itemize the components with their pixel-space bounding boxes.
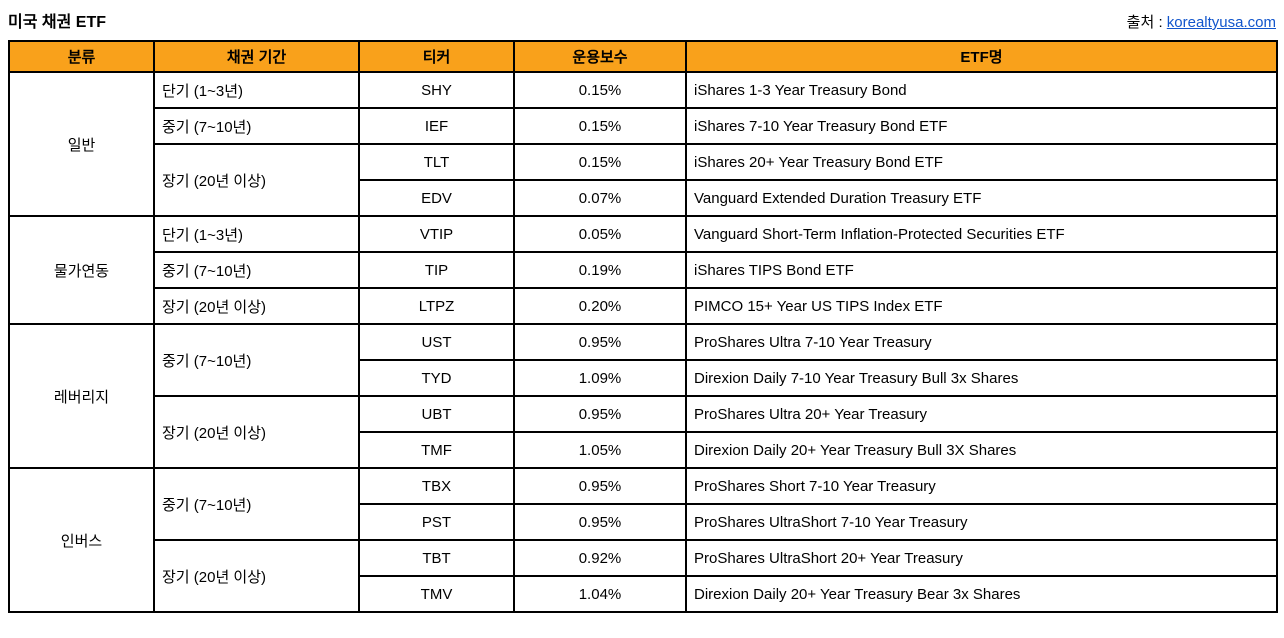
table-row: 인버스 중기 (7~10년) TBX 0.95% ProShares Short… [8,467,1278,613]
topbar: 미국 채권 ETF 출처 : korealtyusa.com [8,8,1276,32]
etf-name-cell: Direxion Daily 20+ Year Treasury Bull 3X… [685,431,1278,469]
ticker-cell: TBX [358,467,515,505]
table-row: 레버리지 중기 (7~10년) UST 0.95% ProShares Ultr… [8,323,1278,469]
table-row: 중기 (7~10년) IEF 0.15% iShares 7-10 Year T… [9,107,1278,145]
etf-name-cell: ProShares UltraShort 7-10 Year Treasury [685,503,1278,541]
fee-cell: 0.95% [513,467,687,505]
fee-cell: 0.95% [513,323,687,361]
period-cell: 중기 (7~10년) [153,107,360,145]
table-row: TYD 1.09% Direxion Daily 7-10 Year Treas… [9,359,1278,397]
period-cell: 장기 (20년 이상) [153,539,360,613]
ticker-cell: LTPZ [358,287,515,325]
ticker-cell: TBT [358,539,515,577]
fee-cell: 0.15% [513,107,687,145]
fee-cell: 0.95% [513,503,687,541]
period-cell: 장기 (20년 이상) [153,395,360,469]
table-row: PST 0.95% ProShares UltraShort 7-10 Year… [9,503,1278,541]
ticker-cell: VTIP [358,215,515,253]
category-cell: 물가연동 [8,215,155,325]
col-header-period: 채권 기간 [153,40,360,73]
ticker-cell: PST [358,503,515,541]
col-header-ticker: 티커 [358,40,515,73]
etf-name-cell: iShares 7-10 Year Treasury Bond ETF [685,107,1278,145]
etf-name-cell: iShares 1-3 Year Treasury Bond [685,71,1278,109]
table-row: TMF 1.05% Direxion Daily 20+ Year Treasu… [9,431,1278,469]
etf-name-cell: iShares TIPS Bond ETF [685,251,1278,289]
col-header-etf-name: ETF명 [685,40,1278,73]
col-header-category: 분류 [8,40,155,73]
period-cell: 중기 (7~10년) [153,467,360,541]
fee-cell: 1.05% [513,431,687,469]
page-title: 미국 채권 ETF [8,14,106,31]
etf-name-cell: PIMCO 15+ Year US TIPS Index ETF [685,287,1278,325]
fee-cell: 1.04% [513,575,687,613]
etf-name-cell: Direxion Daily 20+ Year Treasury Bear 3x… [685,575,1278,613]
etf-table: 분류 채권 기간 티커 운용보수 ETF명 일반 단기 (1~3년) SHY 0… [8,40,1278,613]
table-row: TMV 1.04% Direxion Daily 20+ Year Treasu… [9,575,1278,613]
ticker-cell: SHY [358,71,515,109]
ticker-cell: TMF [358,431,515,469]
ticker-cell: IEF [358,107,515,145]
table-row: 장기 (20년 이상) UBT 0.95% ProShares Ultra 20… [9,395,1278,469]
category-cell: 일반 [8,71,155,217]
period-cell: 중기 (7~10년) [153,323,360,397]
period-cell: 장기 (20년 이상) [153,287,360,325]
category-cell: 레버리지 [8,323,155,469]
etf-name-cell: Vanguard Short-Term Inflation-Protected … [685,215,1278,253]
table-row: 일반 단기 (1~3년) SHY 0.15% iShares 1-3 Year … [8,71,1278,217]
etf-name-cell: ProShares Ultra 20+ Year Treasury [685,395,1278,433]
etf-name-cell: Direxion Daily 7-10 Year Treasury Bull 3… [685,359,1278,397]
fee-cell: 0.92% [513,539,687,577]
table-row: EDV 0.07% Vanguard Extended Duration Tre… [9,179,1278,217]
fee-cell: 0.19% [513,251,687,289]
ticker-cell: UBT [358,395,515,433]
etf-name-cell: ProShares Ultra 7-10 Year Treasury [685,323,1278,361]
fee-cell: 0.15% [513,71,687,109]
fee-cell: 0.95% [513,395,687,433]
ticker-cell: TIP [358,251,515,289]
period-cell: 단기 (1~3년) [153,71,360,109]
period-cell: 단기 (1~3년) [153,215,360,253]
table-row: 물가연동 단기 (1~3년) VTIP 0.05% Vanguard Short… [8,215,1278,325]
period-cell: 장기 (20년 이상) [153,143,360,217]
ticker-cell: TLT [358,143,515,181]
ticker-cell: EDV [358,179,515,217]
etf-name-cell: ProShares UltraShort 20+ Year Treasury [685,539,1278,577]
col-header-fee: 운용보수 [513,40,687,73]
category-cell: 인버스 [8,467,155,613]
fee-cell: 0.05% [513,215,687,253]
ticker-cell: TMV [358,575,515,613]
table-row: 장기 (20년 이상) TLT 0.15% iShares 20+ Year T… [9,143,1278,217]
fee-cell: 1.09% [513,359,687,397]
etf-name-cell: iShares 20+ Year Treasury Bond ETF [685,143,1278,181]
fee-cell: 0.15% [513,143,687,181]
etf-name-cell: Vanguard Extended Duration Treasury ETF [685,179,1278,217]
fee-cell: 0.07% [513,179,687,217]
table-row: 중기 (7~10년) TIP 0.19% iShares TIPS Bond E… [9,251,1278,289]
source-link[interactable]: korealtyusa.com [1166,14,1276,31]
table-row: 장기 (20년 이상) TBT 0.92% ProShares UltraSho… [9,539,1278,613]
fee-cell: 0.20% [513,287,687,325]
table-row: 장기 (20년 이상) LTPZ 0.20% PIMCO 15+ Year US… [9,287,1278,325]
source-label: 출처 : [1126,14,1167,31]
period-cell: 중기 (7~10년) [153,251,360,289]
ticker-cell: TYD [358,359,515,397]
table-header: 분류 채권 기간 티커 운용보수 ETF명 [8,40,1278,73]
etf-name-cell: ProShares Short 7-10 Year Treasury [685,467,1278,505]
header-row: 분류 채권 기간 티커 운용보수 ETF명 [8,40,1278,73]
ticker-cell: UST [358,323,515,361]
source-line: 출처 : korealtyusa.com [1127,11,1276,32]
